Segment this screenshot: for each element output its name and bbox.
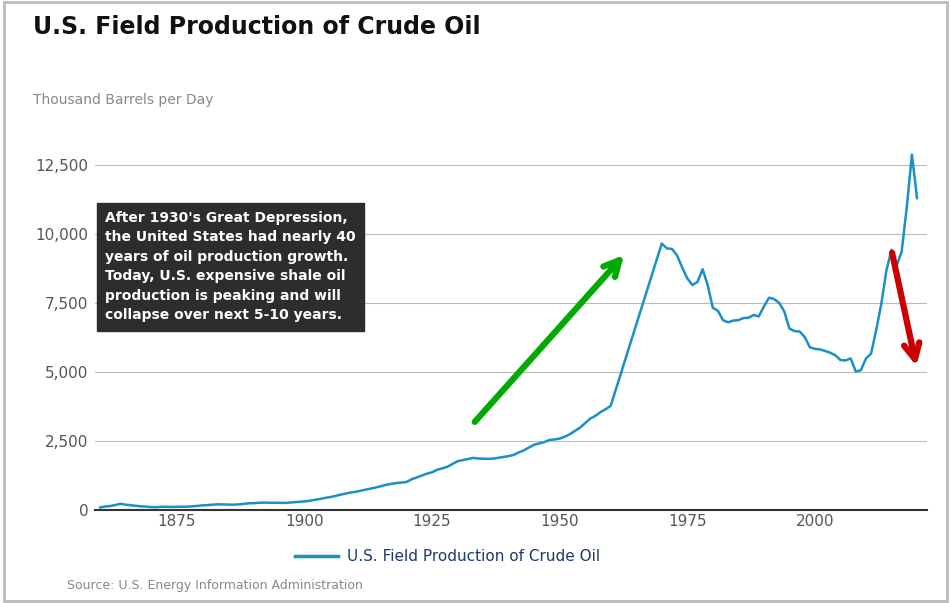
Text: After 1930's Great Depression,
the United States had nearly 40
years of oil prod: After 1930's Great Depression, the Unite… — [106, 211, 356, 323]
Text: Source: U.S. Energy Information Administration: Source: U.S. Energy Information Administ… — [67, 579, 362, 592]
Text: U.S. Field Production of Crude Oil: U.S. Field Production of Crude Oil — [33, 15, 481, 39]
Text: Thousand Barrels per Day: Thousand Barrels per Day — [33, 93, 214, 107]
Text: U.S. Field Production of Crude Oil: U.S. Field Production of Crude Oil — [347, 549, 600, 564]
